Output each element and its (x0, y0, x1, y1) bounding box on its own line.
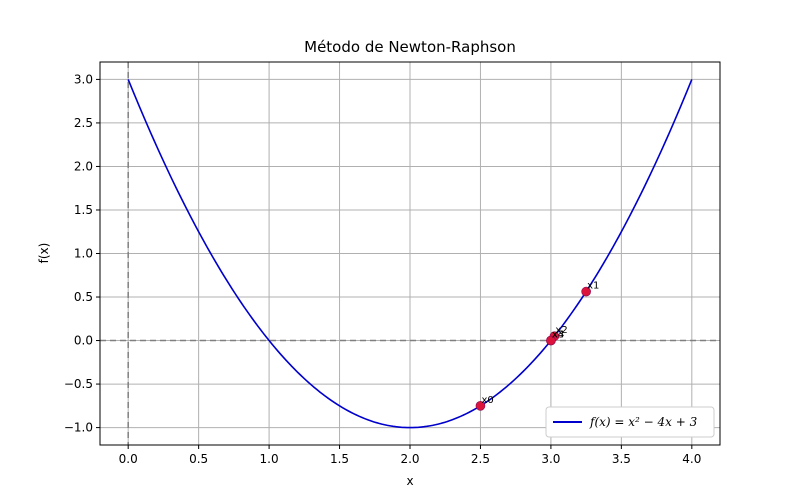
y-tick-label: −0.5 (64, 377, 93, 391)
iterate-marker (546, 335, 556, 346)
function-curve (127, 79, 693, 429)
y-tick-label: 0.5 (74, 290, 93, 304)
y-tick-label: −1.0 (64, 421, 93, 435)
y-tick-label: 1.0 (74, 247, 93, 261)
x-tick-label: 3.0 (541, 452, 560, 466)
iterate-label: x3 (552, 329, 564, 340)
iterate-label: x2 (555, 325, 567, 336)
iterate-label: x1 (587, 281, 599, 292)
legend-box (545, 406, 715, 438)
y-tick-label: 0.0 (74, 334, 93, 348)
y-tick-label: 2.5 (74, 116, 93, 130)
x-tick-label: 1.0 (260, 452, 279, 466)
function-curve-layer (127, 79, 693, 429)
y-axis-label: f(x) (37, 243, 51, 264)
iterate-label: x0 (481, 395, 493, 406)
x-tick-label: 3.5 (612, 452, 631, 466)
x-tick-label: 4.0 (682, 452, 701, 466)
iterate-marker (581, 286, 591, 297)
iterate-marker (475, 401, 486, 411)
x-tick-label: 2.0 (400, 452, 419, 466)
legend-entry-label: f(x) = x² − 4x + 3 (589, 415, 698, 429)
x-tick-label: 0.5 (189, 452, 208, 466)
axis-ticks: 0.0 0.5 1.0 1.5 2.0 2.5 3.0 3.5 4.0 −1.0 −0.5 0.0 0.… (64, 72, 702, 466)
y-tick-label: 1.5 (74, 203, 93, 217)
iterate-label: x4 (552, 330, 564, 341)
y-tick-label: 2.0 (74, 159, 93, 173)
x-axis-label: x (406, 474, 413, 488)
chart-title: Método de Newton-Raphson (304, 38, 516, 56)
reference-lines (100, 62, 720, 445)
legend: f(x) = x² − 4x + 3 (545, 406, 715, 438)
x-tick-label: 0.0 (119, 452, 138, 466)
y-tick-label: 3.0 (74, 72, 93, 86)
x-tick-label: 1.5 (330, 452, 349, 466)
x-tick-label: 2.5 (471, 452, 490, 466)
